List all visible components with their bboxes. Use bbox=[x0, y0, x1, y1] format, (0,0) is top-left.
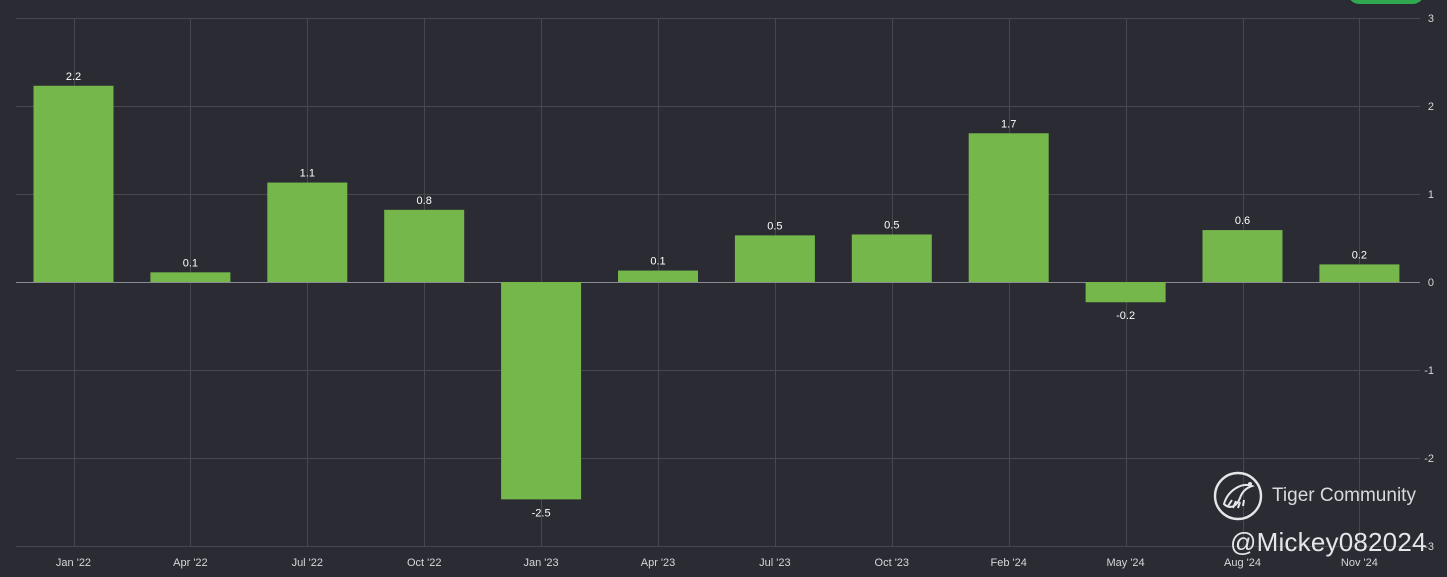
value-label: 0.2 bbox=[1352, 249, 1367, 261]
bar bbox=[618, 270, 698, 282]
tiger-logo-icon bbox=[1213, 471, 1263, 521]
x-tick-label: May '24 bbox=[1107, 557, 1145, 569]
y-tick-label: 0 bbox=[1428, 277, 1434, 289]
y-tick-label: -3 bbox=[1424, 541, 1434, 553]
x-tick-label: Nov '24 bbox=[1341, 557, 1378, 569]
y-tick-label: 2 bbox=[1428, 101, 1434, 113]
y-axis-ticks: 3 2 1 0 -1 -2 -3 bbox=[1424, 13, 1434, 553]
value-label: 2.2 bbox=[66, 71, 81, 83]
bar bbox=[968, 133, 1049, 282]
x-tick-label: Jan '22 bbox=[56, 557, 91, 569]
value-label: 1.1 bbox=[300, 168, 315, 180]
x-tick-label: Jul '22 bbox=[292, 557, 323, 569]
horizontal-gridlines bbox=[16, 18, 1420, 547]
bar bbox=[1319, 264, 1400, 282]
value-label: 0.1 bbox=[183, 257, 198, 269]
bar bbox=[501, 282, 582, 500]
bar bbox=[734, 235, 815, 282]
y-tick-label: -1 bbox=[1424, 365, 1434, 377]
x-tick-label: Apr '22 bbox=[173, 557, 208, 569]
bars bbox=[33, 85, 1400, 500]
x-tick-label: Jan '23 bbox=[524, 557, 559, 569]
x-tick-label: Oct '22 bbox=[407, 557, 442, 569]
y-tick-label: -2 bbox=[1424, 453, 1434, 465]
y-tick-label: 1 bbox=[1428, 189, 1434, 201]
bar bbox=[267, 182, 348, 282]
value-label: 0.5 bbox=[767, 220, 782, 232]
x-axis-ticks: Jan '22 Apr '22 Jul '22 Oct '22 Jan '23 Apr '… bbox=[56, 557, 1378, 569]
x-tick-label: Feb '24 bbox=[991, 557, 1027, 569]
value-label: -2.5 bbox=[532, 507, 551, 519]
value-label: 0.6 bbox=[1235, 215, 1250, 227]
value-label: -0.2 bbox=[1116, 310, 1135, 322]
x-tick-label: Oct '23 bbox=[875, 557, 910, 569]
bar bbox=[1085, 282, 1166, 303]
value-label: 1.7 bbox=[1001, 118, 1016, 130]
watermark-brand: Tiger Community bbox=[1272, 485, 1416, 506]
value-labels: 2.2 0.1 1.1 0.8 -2.5 0.1 0.5 0.5 1.7 -0.2 0.6 0.2 bbox=[66, 71, 1367, 520]
watermark-handle: @Mickey082024 bbox=[1230, 527, 1427, 557]
value-label: 0.5 bbox=[884, 219, 899, 231]
bar bbox=[1202, 230, 1283, 282]
bar bbox=[851, 234, 932, 282]
x-tick-label: Aug '24 bbox=[1224, 557, 1261, 569]
value-label: 0.1 bbox=[650, 256, 665, 268]
y-tick-label: 3 bbox=[1428, 13, 1434, 25]
x-tick-label: Jul '23 bbox=[759, 557, 790, 569]
bar bbox=[150, 272, 231, 282]
x-tick-label: Apr '23 bbox=[641, 557, 676, 569]
value-label: 0.8 bbox=[417, 195, 432, 207]
top-right-badge[interactable] bbox=[1348, 0, 1424, 4]
bar bbox=[384, 209, 465, 282]
bar bbox=[33, 85, 114, 282]
